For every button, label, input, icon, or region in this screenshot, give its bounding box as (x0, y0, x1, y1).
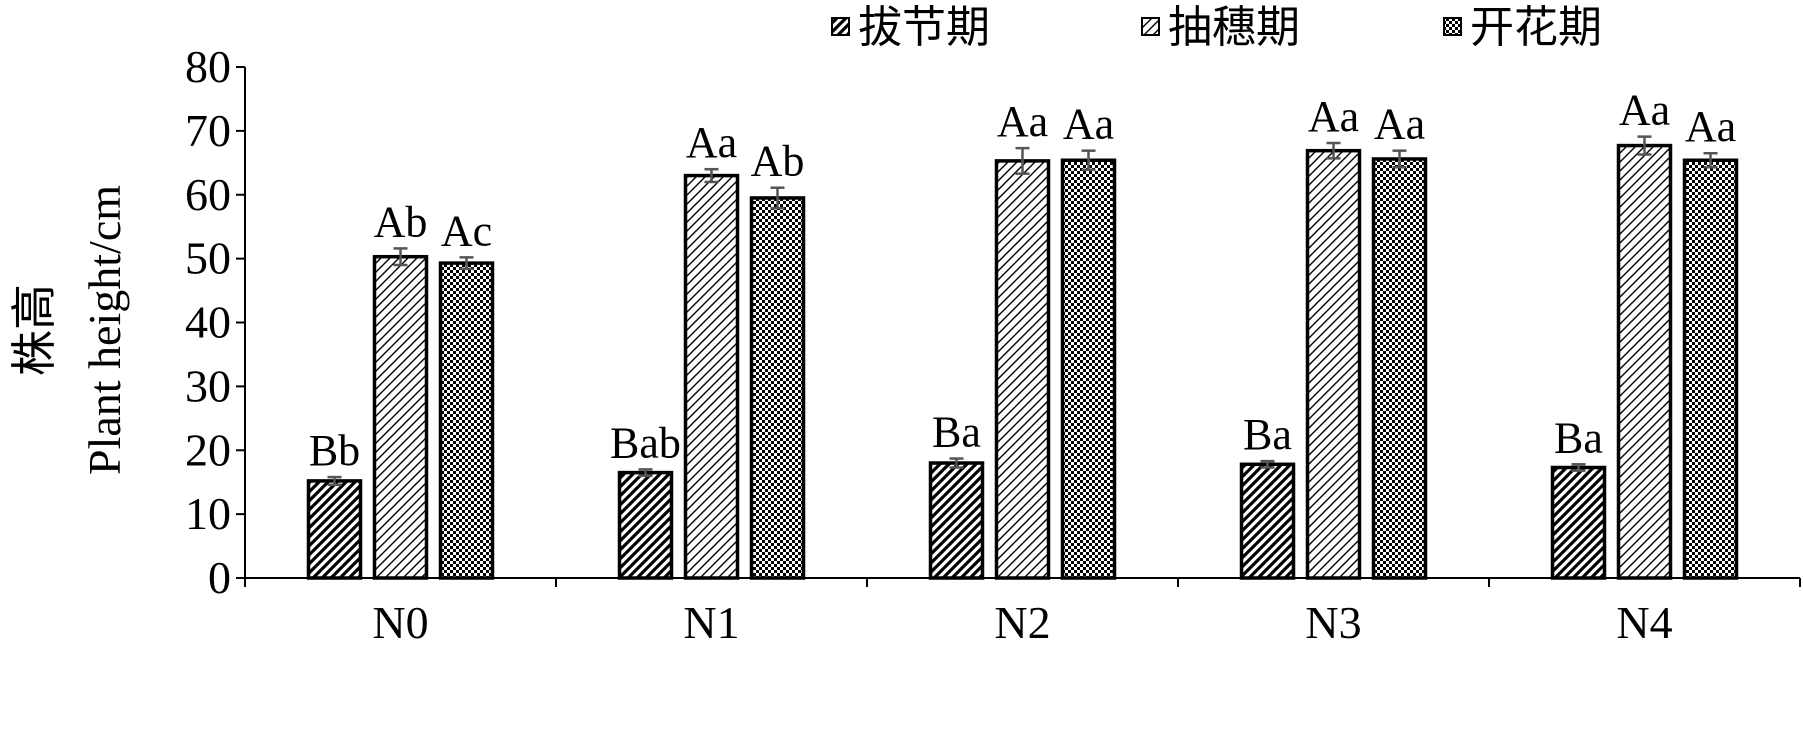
legend: 拔节期 抽穗期 开花期 (831, 3, 1602, 52)
legend-swatch (1443, 17, 1462, 36)
bar-significance-label: Aa (1374, 100, 1425, 149)
bar-significance-label: Ba (932, 408, 981, 457)
bar-n1-series-1 (617, 470, 674, 580)
x-category-label: N3 (1305, 597, 1361, 648)
legend-swatch (1141, 17, 1160, 36)
bar-significance-label: Aa (1619, 86, 1670, 135)
legend-swatch (831, 17, 850, 36)
bar-significance-label: Aa (997, 97, 1048, 146)
bar-n2-series-3 (1060, 158, 1117, 580)
bar-n4-series-2 (1616, 143, 1673, 580)
bar-n4-series-3 (1682, 158, 1739, 580)
bar-n0-series-2 (372, 254, 429, 580)
x-category-label: N1 (683, 597, 739, 648)
bar-n2-series-1 (928, 461, 985, 580)
bar-significance-label: Ab (374, 197, 428, 246)
y-tick-label: 60 (185, 169, 231, 220)
bar-n3-series-3 (1371, 157, 1428, 580)
bar-n3-series-1 (1239, 462, 1296, 580)
y-tick-label: 10 (185, 488, 231, 539)
bar-n2-series-2 (994, 159, 1051, 580)
y-tick-label: 70 (185, 105, 231, 156)
legend-label: 开花期 (1470, 3, 1602, 52)
y-axis-title-cn: 株高 (9, 284, 60, 376)
bar-significance-label: Bb (309, 426, 360, 475)
x-category-label: N2 (994, 597, 1050, 648)
bar-significance-label: Aa (686, 118, 737, 167)
bar-n3-series-2 (1305, 148, 1362, 580)
bar-significance-label: Ac (441, 206, 492, 255)
y-tick-label: 50 (185, 233, 231, 284)
legend-label: 拔节期 (858, 3, 990, 52)
bar-significance-label: Aa (1063, 100, 1114, 149)
y-axis-title: 株高 Plant height/cm (9, 185, 130, 475)
bar-n4-series-1 (1550, 465, 1607, 580)
bar-significance-label: Ba (1554, 413, 1603, 462)
bar-n0-series-3 (438, 261, 495, 580)
bar-n0-series-1 (306, 479, 363, 580)
bar-significance-label: Ba (1243, 410, 1292, 459)
y-tick-label: 40 (185, 297, 231, 348)
y-tick-label: 0 (208, 552, 231, 603)
legend-label: 抽穗期 (1168, 3, 1300, 52)
bars: Bb Ab Ac Bab Aa Ab Ba Aa Aa Ba Aa Aa Ba Aa Aa (306, 86, 1739, 580)
y-axis-title-en: Plant height/cm (79, 185, 130, 475)
y-tick-label: 80 (185, 41, 231, 92)
bar-significance-label: Ab (751, 137, 805, 186)
x-category-label: N4 (1616, 597, 1672, 648)
bar-significance-label: Aa (1308, 92, 1359, 141)
y-tick-label: 20 (185, 424, 231, 475)
y-tick-label: 30 (185, 360, 231, 411)
bar-n1-series-3 (749, 196, 806, 580)
bar-significance-label: Aa (1685, 102, 1736, 151)
x-category-label: N0 (372, 597, 428, 648)
bar-n1-series-2 (683, 173, 740, 580)
axes: 0 10 20 30 40 50 60 70 80 N0 N1 N2 N3 N4 (185, 41, 1801, 648)
bar-significance-label: Bab (610, 418, 681, 467)
